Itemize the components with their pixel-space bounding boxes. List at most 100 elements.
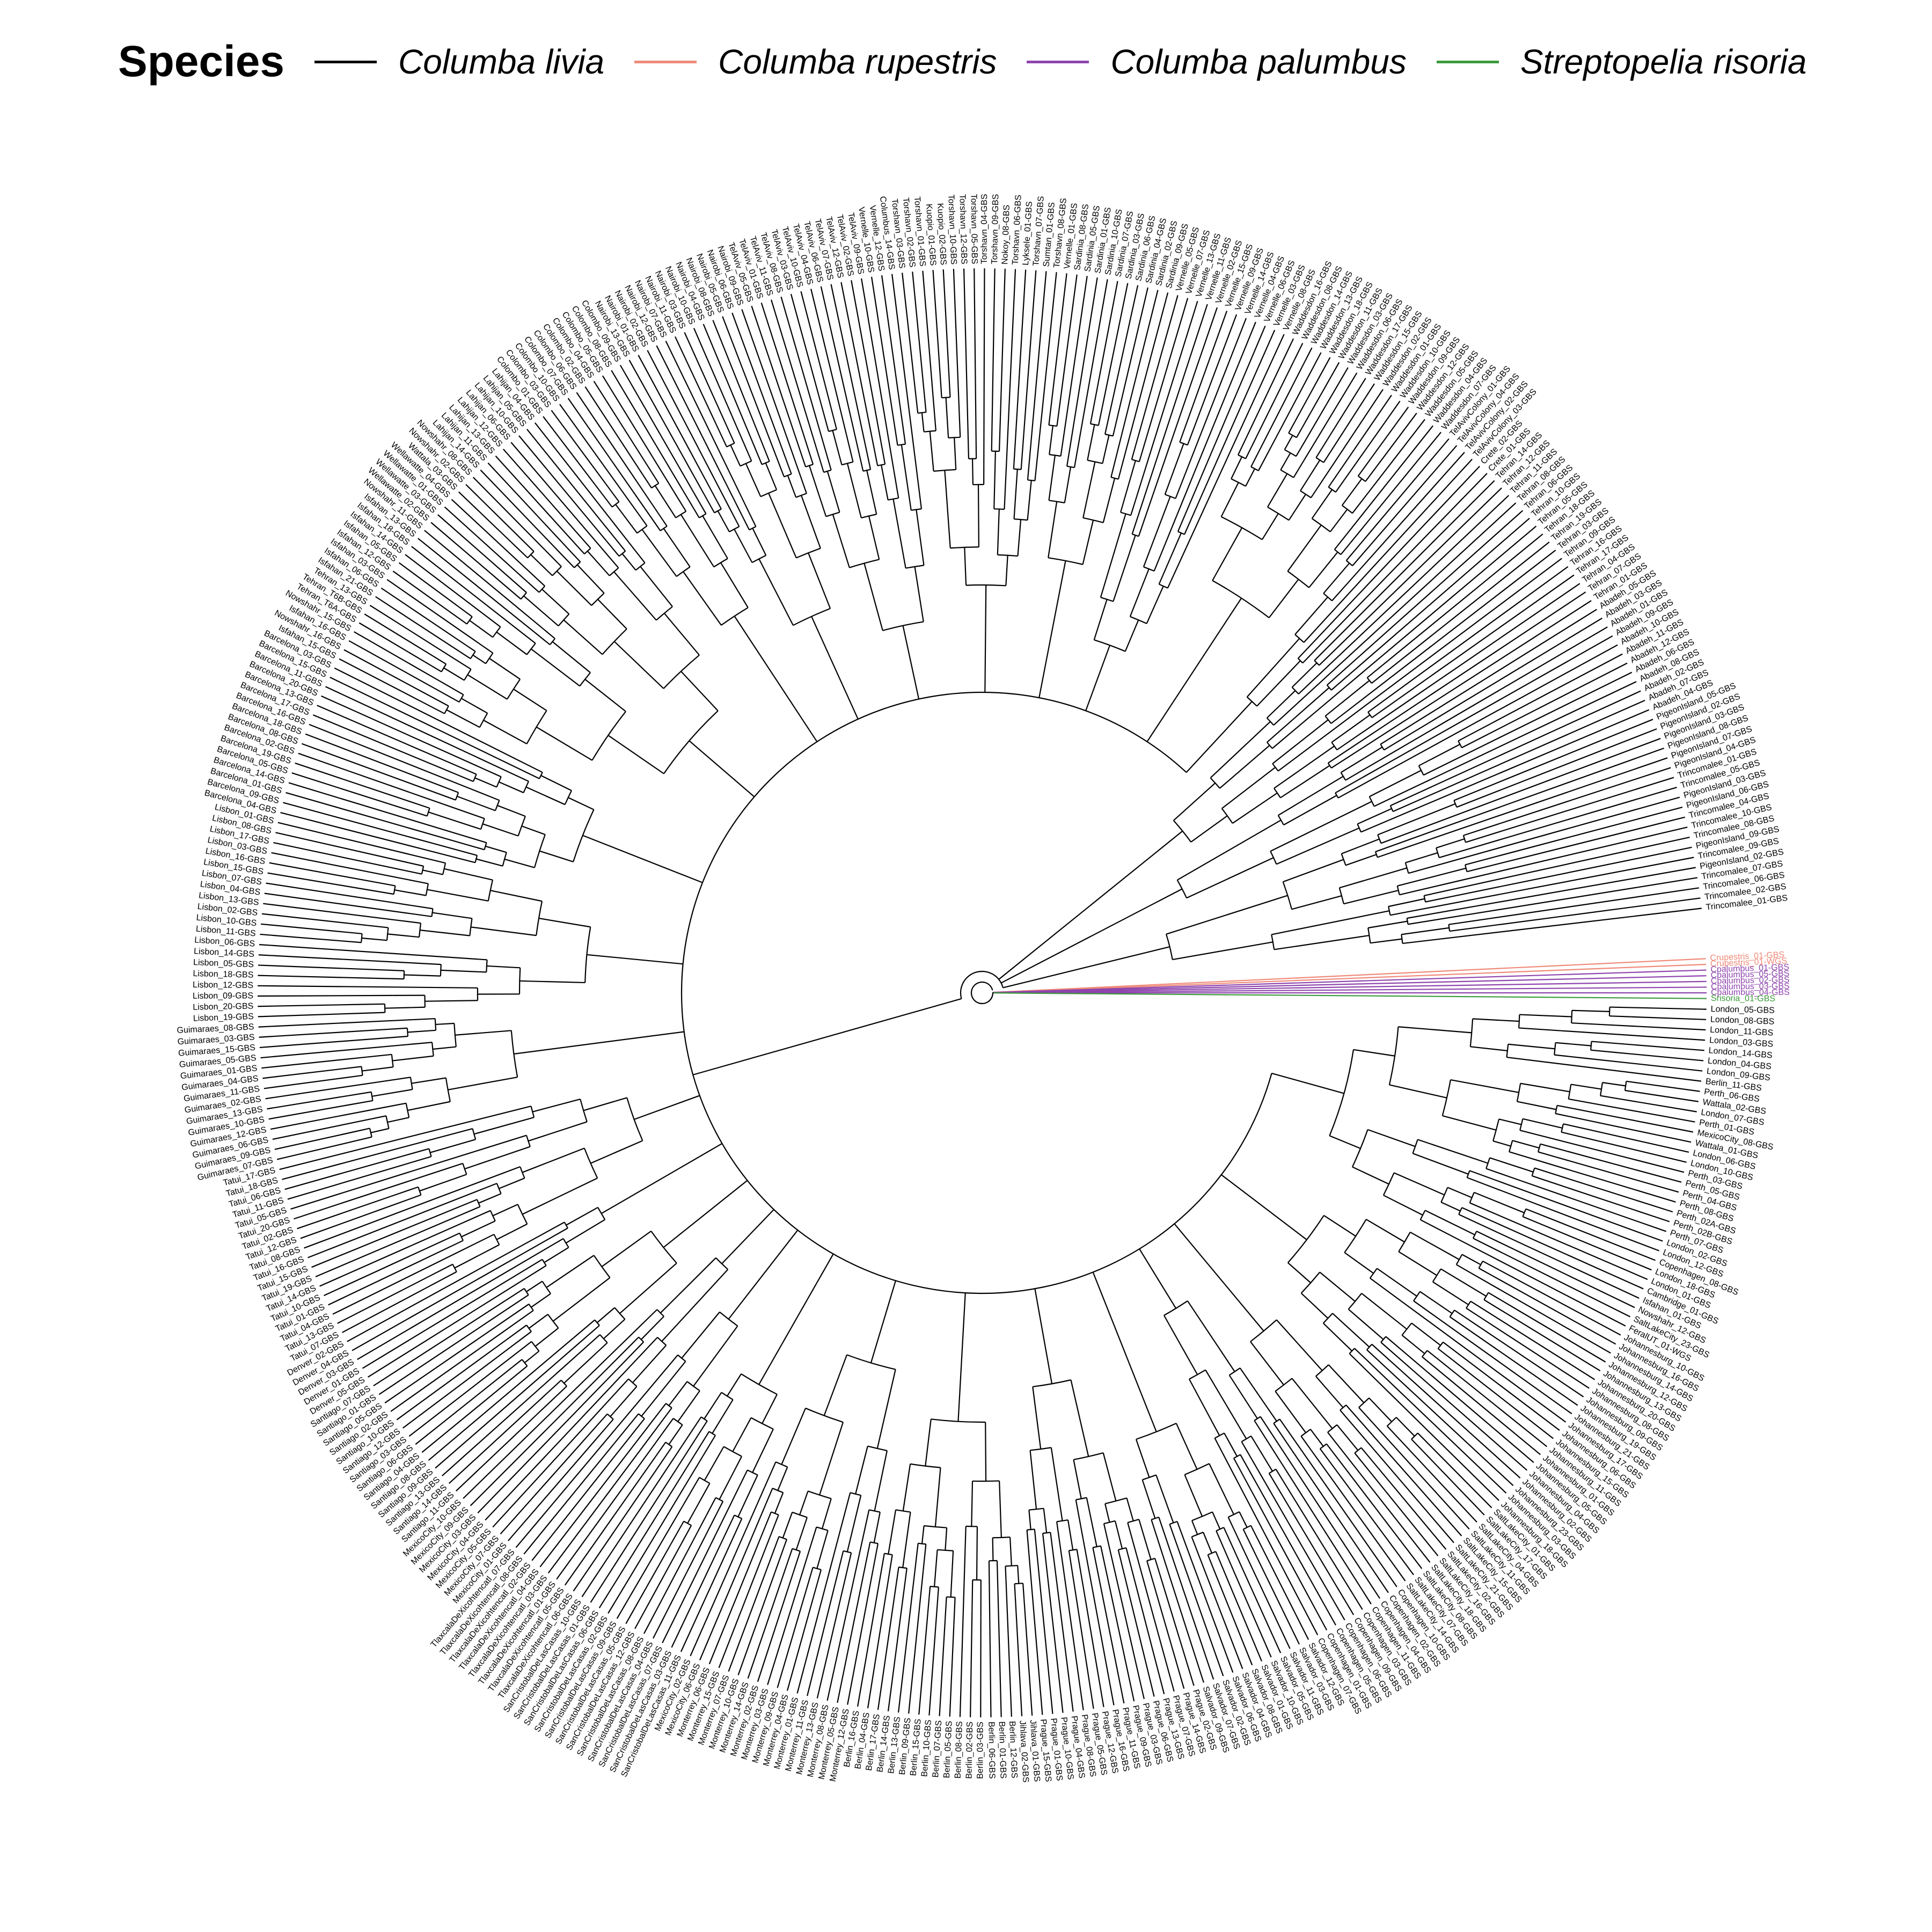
tree-branch [1177,490,1196,532]
tree-branch [319,1222,464,1287]
tree-arc [1300,1271,1321,1294]
tree-branch [1032,1386,1042,1450]
tree-arc [918,1542,926,1545]
tree-branch [945,397,949,438]
tree-branch [1523,1118,1563,1129]
tree-branch [612,1418,645,1459]
tree-arc [518,968,521,994]
tree-branch [698,1431,710,1449]
tree-branch [524,1258,543,1271]
tree-branch [670,1521,685,1545]
tree-branch [1374,786,1417,807]
tree-branch [1177,1548,1224,1677]
tree-branch [1337,768,1392,799]
tree-branch [1228,1374,1258,1419]
tree-branch [1120,460,1136,513]
tree-branch [428,684,460,703]
tree-branch [1328,472,1340,488]
tree-branch [434,782,459,793]
tip-label: Nokoy_08-GBS [1000,204,1012,265]
tree-branch [1013,469,1018,519]
tree-branch [1080,1574,1104,1708]
backbone-branch [1221,1174,1307,1240]
tree-branch [1076,1549,1082,1575]
tree-branch [655,1441,667,1457]
tree-branch [1461,787,1677,852]
tree-branch [509,771,529,782]
backbone-branch [721,1209,774,1264]
tree-branch [1389,591,1586,723]
tree-branch [300,1206,387,1239]
tree-branch [1401,1441,1477,1523]
tree-branch [914,1543,919,1565]
tip-label: Lisbon_14-GBS [194,947,255,959]
tree-branch [1119,287,1148,408]
tree-branch [613,641,664,689]
tree-branch [1338,394,1392,473]
tree-branch [436,1240,464,1254]
tree-branch [730,493,750,530]
tree-branch [1377,1268,1417,1297]
tree-branch [628,360,705,495]
tree-branch [727,1373,742,1396]
tree-arc [747,1469,758,1476]
tree-branch [711,1501,724,1524]
tree-branch [454,1244,500,1269]
tree-branch [270,1106,389,1130]
tree-branch [1361,1293,1408,1330]
tree-branch [1146,586,1164,624]
tree-branch [1092,1547,1100,1578]
tree-arc [1506,1044,1509,1058]
tree-branch [832,514,850,568]
tree-branch [1179,405,1194,443]
tree-branch [286,792,453,841]
tree-branch [796,1537,839,1694]
tree-branch [1311,1450,1406,1582]
tree-branch [787,475,797,498]
tree-branch [526,1280,543,1292]
tree-branch [1063,276,1088,434]
tree-branch [1212,1511,1221,1529]
tree-arc [425,883,429,896]
tree-branch [891,274,916,457]
tree-branch [384,1326,497,1404]
tree-branch [392,1055,434,1062]
tree-branch [1463,877,1698,916]
outgroup-label: Crupestris_01-WGS [1710,956,1788,969]
tip-label: Berlin_03-GBS [976,1722,985,1779]
tree-branch [816,1530,829,1569]
tree-branch [535,1327,559,1347]
backbone-branch [1146,597,1242,742]
tree-branch [1407,905,1476,919]
tree-branch [608,735,664,774]
tree-branch [1481,897,1701,928]
tree-branch [1371,699,1399,719]
tree-branch [1288,420,1296,434]
tree-arc [1382,1172,1395,1196]
tree-branch [581,1445,683,1598]
tree-branch [1251,1475,1336,1626]
tree-branch [430,1139,476,1153]
tree-branch [902,1463,911,1511]
tree-arc [1328,486,1336,493]
tree-branch [492,1402,608,1528]
tree-arc [870,1541,879,1545]
tree-branch [737,1571,776,1675]
tree-branch [1300,1436,1312,1451]
tree-branch [730,444,741,466]
tree-arc [472,774,477,782]
tree-branch [1205,1370,1247,1439]
tree-branch [1440,1268,1487,1297]
tree-arc [1049,453,1061,457]
tree-branch [294,1175,426,1220]
tree-branch [1465,835,1486,843]
tree-branch [640,1316,664,1340]
tree-arc [784,473,792,478]
tree-branch [1332,1313,1370,1348]
tree-branch [1287,1262,1312,1284]
tree-branch [1319,648,1337,666]
tree-arc [1406,918,1409,925]
tree-branch [1368,1397,1393,1422]
tree-branch [985,1422,987,1481]
tree-branch [1448,918,1489,925]
